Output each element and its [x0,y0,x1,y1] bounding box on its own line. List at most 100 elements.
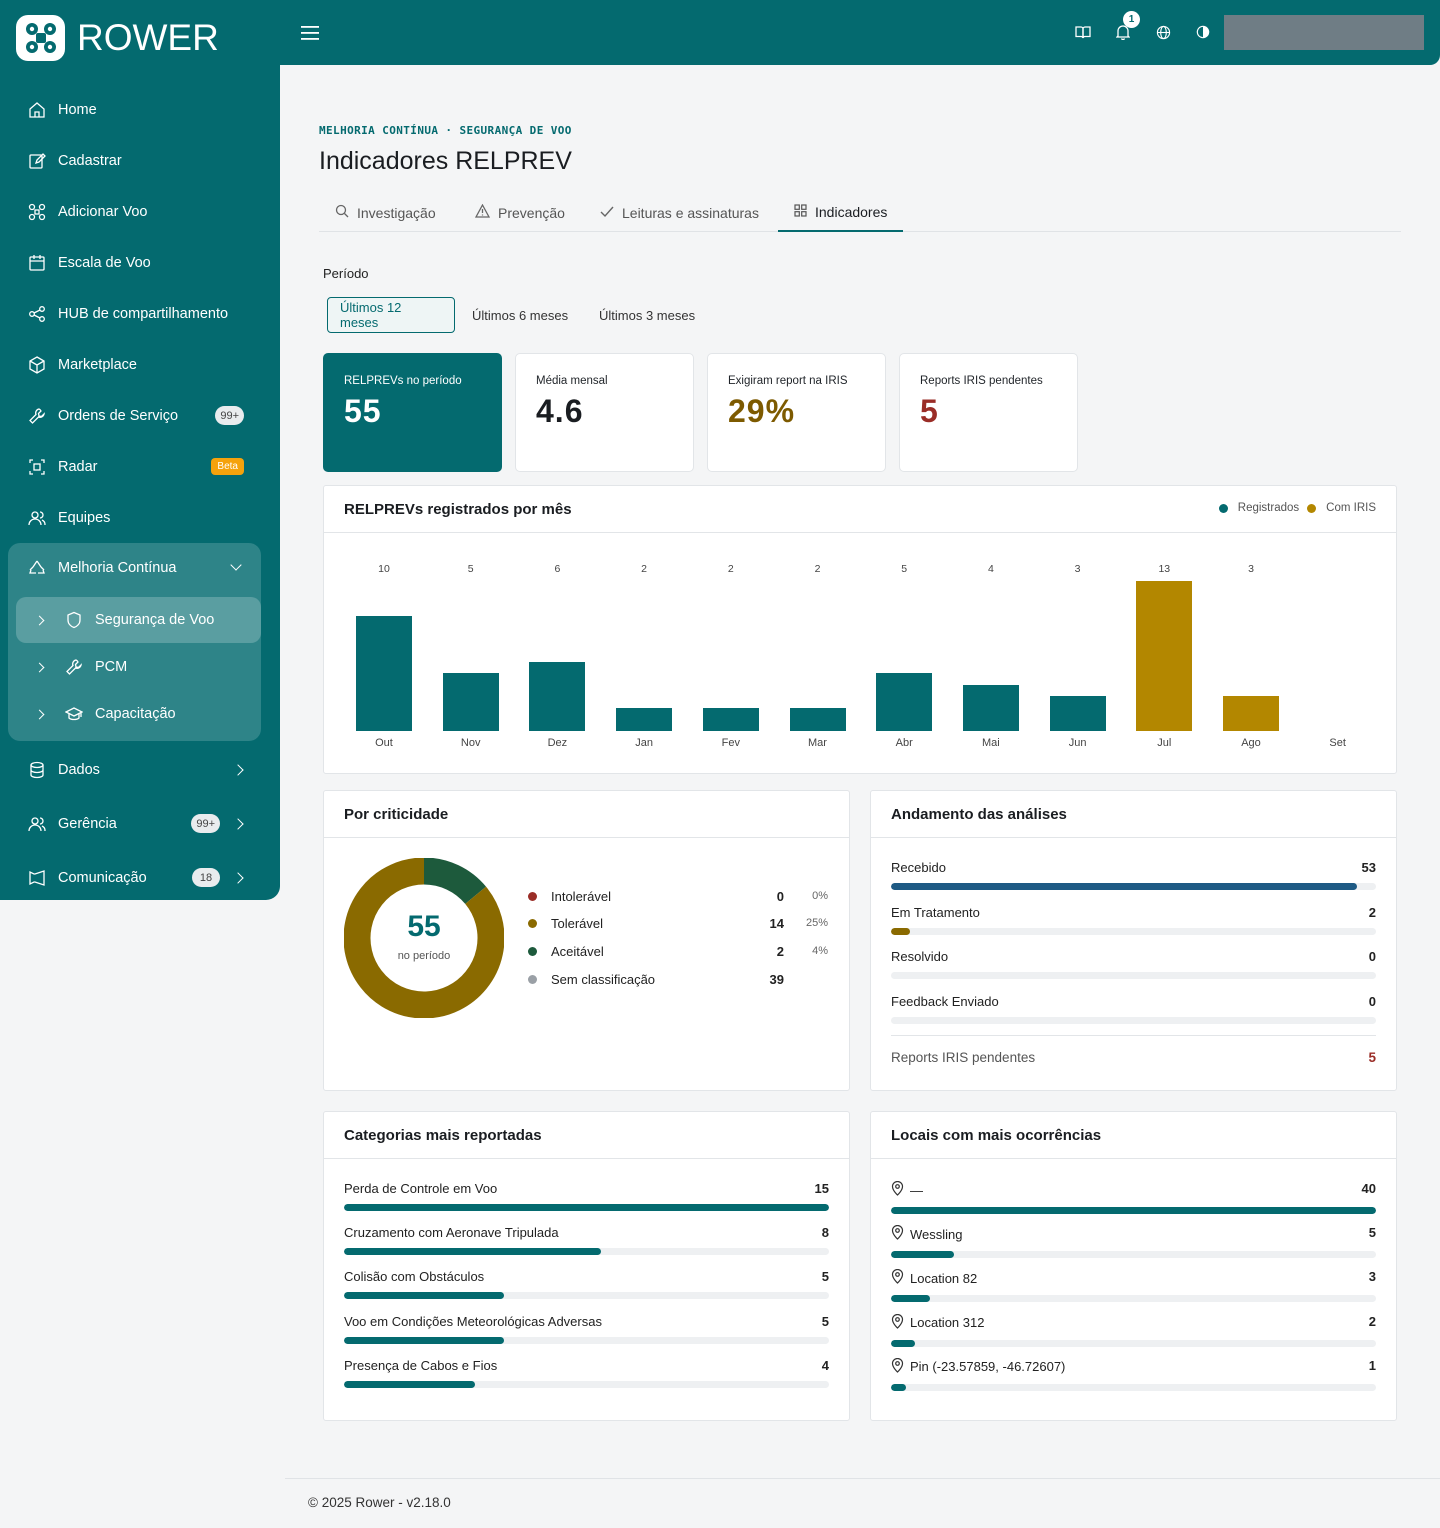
bar-value-label: 5 [467,563,474,575]
bar[interactable] [1049,696,1106,731]
period-12-months-button[interactable]: Últimos 12 meses [327,297,455,333]
sidebar-item-gerencia[interactable]: Gerência 99+ [0,798,280,849]
bar[interactable] [616,707,673,731]
donut-slice[interactable] [423,858,487,905]
bar-value-label: 4 [987,563,994,575]
sidebar-subitem-capacitacao[interactable]: Capacitação [16,691,261,737]
criticidade-row: Aceitável 2 4% [528,941,828,961]
menu-toggle-icon[interactable] [301,25,321,41]
sidebar-item-melhoria-continua[interactable]: Melhoria Contínua [0,542,280,593]
categoria-row: Cruzamento com Aeronave Tripulada 8 [344,1225,829,1256]
tab-label: Indicadores [815,203,888,220]
bar[interactable] [356,615,412,731]
bar[interactable] [1136,581,1193,731]
categoria-row: Colisão com Obstáculos 5 [344,1269,829,1300]
sidebar-item-radar[interactable]: Radar Beta [0,441,280,492]
sidebar-item-label: Radar [58,458,98,475]
sidebar-item-equipes[interactable]: Equipes [0,492,280,543]
user-menu[interactable] [1224,15,1424,50]
count-badge: 99+ [191,814,220,833]
progress-track [891,1383,1376,1391]
andamento-row-value: 0 [1368,993,1376,1009]
bar-category-label: Nov [460,737,481,749]
count-badge: 99+ [215,406,244,425]
period-3-months-button[interactable]: Últimos 3 meses [599,307,696,323]
sidebar-item-escala-de-voo[interactable]: Escala de Voo [0,237,280,288]
globe-icon[interactable] [1154,22,1172,42]
progress-track [891,972,1376,979]
bar[interactable] [789,707,846,731]
recycle-icon [28,559,46,577]
local-row-value: 5 [1368,1225,1376,1241]
logo[interactable]: ROWER [16,15,219,61]
sidebar-item-hub[interactable]: HUB de compartilhamento [0,288,280,339]
bar-category-label: Abr [895,737,913,749]
bar[interactable] [529,661,586,731]
criticidade-name: Sem classificação [551,971,656,987]
bar[interactable] [1223,696,1279,731]
sidebar-item-label: Comunicação [58,869,147,886]
sidebar-item-label: Cadastrar [58,152,122,169]
sidebar-item-adicionar-voo[interactable]: Adicionar Voo [0,186,280,237]
criticidade-donut [344,858,504,1018]
tab-investigacao[interactable]: Investigação [335,193,436,232]
chevron-right-icon [232,871,244,884]
card-title: Andamento das análises [871,791,1396,838]
local-row: — 40 [891,1180,1376,1214]
local-row-value: 1 [1368,1357,1376,1373]
legend-dot [528,974,537,984]
stat-card-pendentes: Reports IRIS pendentes 5 [899,353,1078,472]
bar[interactable] [962,684,1019,731]
sidebar-item-ordens-de-servico[interactable]: Ordens de Serviço 99+ [0,390,280,441]
andamento-row: Resolvido 0 [891,949,1376,979]
drone-icon [28,203,46,221]
sidebar-subitem-pcm[interactable]: PCM [16,644,261,690]
card-title: Locais com mais ocorrências [871,1112,1396,1159]
footer-copyright: © 2025 Rower - v2.18.0 [308,1495,451,1510]
tab-indicadores[interactable]: Indicadores [778,193,904,232]
sidebar-item-marketplace[interactable]: Marketplace [0,339,280,390]
categoria-row-label-wrap: Presença de Cabos e Fios [344,1358,497,1373]
progress-fill [344,1248,602,1256]
sidebar-item-dados[interactable]: Dados [0,744,280,795]
progress-track [344,1292,829,1300]
period-6-months-button[interactable]: Últimos 6 meses [472,307,569,323]
sidebar-item-home[interactable]: Home [0,84,280,135]
categoria-row: Voo em Condições Meteorológicas Adversas… [344,1314,829,1344]
categoria-row: Presença de Cabos e Fios 4 [344,1358,829,1388]
database-icon [28,761,46,779]
megaphone-icon [28,869,46,887]
calendar-icon [28,254,46,272]
donut-slice[interactable] [344,858,504,1018]
criticidade-count: 2 [776,943,784,959]
bar-value-label: 6 [554,563,561,575]
chevron-down-icon[interactable] [230,559,242,571]
theme-toggle-icon[interactable] [1194,22,1212,42]
progress-track [344,1380,829,1388]
andamento-row: Recebido 53 [891,860,1376,890]
tab-bar: Investigação Prevenção Leituras e assina… [319,193,1401,232]
wrench-icon [28,407,46,425]
bar-value-label: 13 [1158,563,1171,575]
tab-prevencao[interactable]: Prevenção [474,193,565,232]
criticidade-pct: 0% [812,890,828,902]
bar[interactable] [876,673,933,731]
local-row-value: 40 [1361,1181,1376,1196]
stat-card-total: RELPREVs no período 55 [323,353,502,472]
legend-dot [1218,503,1228,513]
sidebar-item-label: HUB de compartilhamento [58,305,229,322]
warning-icon [474,203,491,221]
bar-value-label: 5 [901,563,908,575]
bar[interactable] [442,673,499,731]
bell-icon[interactable]: 1 [1114,11,1140,42]
bar[interactable] [702,707,759,731]
sidebar-subitem-seguranca-de-voo[interactable]: Segurança de Voo [16,597,261,643]
users-icon [28,509,46,527]
book-icon[interactable] [1074,22,1092,42]
criticidade-name: Tolerável [551,915,604,931]
tab-leituras[interactable]: Leituras e assinaturas [600,193,759,232]
sidebar-item-comunicacao[interactable]: Comunicação 18 [0,852,280,903]
sidebar-item-cadastrar[interactable]: Cadastrar [0,135,280,186]
andamento-row-label: Feedback Enviado [891,993,999,1009]
sidebar-item-label: Ordens de Serviço [58,407,179,424]
